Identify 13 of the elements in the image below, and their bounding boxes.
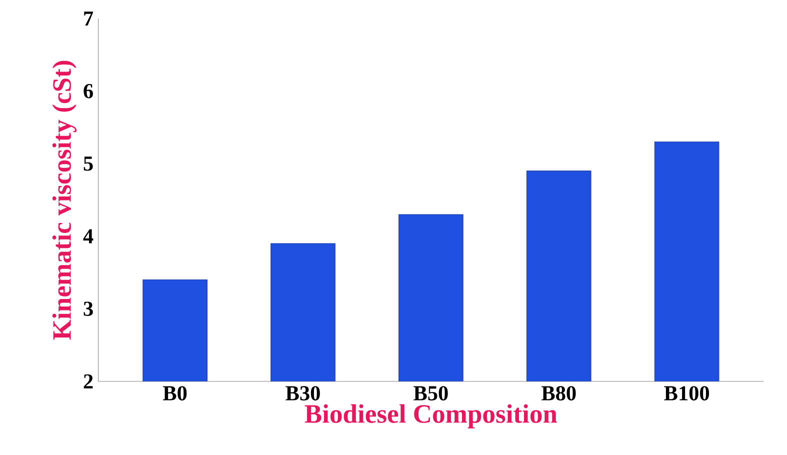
y-tick-label: 2 xyxy=(84,374,93,388)
x-tick-label: B0 xyxy=(163,386,187,400)
y-axis-title: Kinematic viscosity (cSt) xyxy=(52,60,76,340)
y-tick-label: 7 xyxy=(84,12,94,26)
x-tick-label: B50 xyxy=(414,386,448,400)
y-tick-label: 4 xyxy=(83,229,94,244)
y-tick-label: 5 xyxy=(84,156,93,171)
y-tick-label: 6 xyxy=(84,84,93,98)
x-axis-title: Biodiesel Composition xyxy=(304,404,558,428)
y-tick-label: 3 xyxy=(84,302,93,316)
x-tick-label: B30 xyxy=(286,386,320,400)
x-tick-label: B80 xyxy=(542,386,576,400)
x-tick-label: B100 xyxy=(664,386,710,400)
